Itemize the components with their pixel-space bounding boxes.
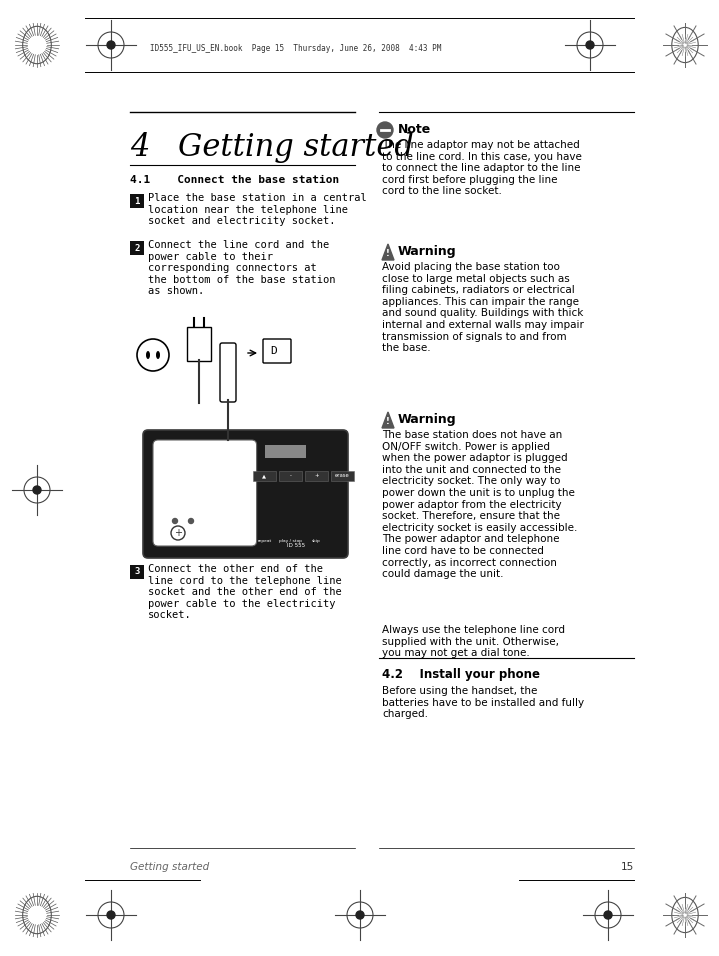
Text: Avoid placing the base station too
close to large metal objects such as
filing c: Avoid placing the base station too close… [382, 262, 584, 353]
Text: Before using the handset, the
batteries have to be installed and fully
charged.: Before using the handset, the batteries … [382, 686, 584, 719]
Text: -: - [289, 473, 291, 478]
FancyBboxPatch shape [331, 470, 354, 481]
Text: Always use the telephone line cord
supplied with the unit. Otherwise,
you may no: Always use the telephone line cord suppl… [382, 625, 565, 658]
Ellipse shape [146, 351, 150, 359]
FancyBboxPatch shape [130, 194, 144, 208]
FancyBboxPatch shape [305, 470, 328, 481]
Text: The base station does not have an
ON/OFF switch. Power is applied
when the power: The base station does not have an ON/OFF… [382, 430, 577, 579]
Text: Getting started: Getting started [130, 862, 209, 872]
FancyBboxPatch shape [130, 565, 144, 579]
FancyBboxPatch shape [143, 430, 348, 558]
Polygon shape [382, 412, 394, 428]
FancyBboxPatch shape [263, 339, 291, 363]
Text: 4: 4 [130, 132, 150, 163]
FancyBboxPatch shape [279, 470, 302, 481]
Text: ID555_IFU_US_EN.book  Page 15  Thursday, June 26, 2008  4:43 PM: ID555_IFU_US_EN.book Page 15 Thursday, J… [150, 44, 441, 53]
Text: +: + [314, 473, 319, 478]
Circle shape [356, 911, 364, 919]
Text: +: + [174, 528, 182, 538]
Text: repeat: repeat [257, 539, 272, 543]
Text: D: D [270, 346, 277, 356]
Text: Note: Note [398, 123, 431, 136]
FancyBboxPatch shape [130, 241, 144, 255]
Text: The line adaptor may not be attached
to the line cord. In this case, you have
to: The line adaptor may not be attached to … [382, 140, 582, 196]
Circle shape [586, 41, 594, 49]
Text: !: ! [386, 417, 390, 425]
Text: skip: skip [312, 539, 321, 543]
Text: ID 555: ID 555 [287, 543, 306, 548]
Text: 15: 15 [620, 862, 634, 872]
Text: 4.2    Install your phone: 4.2 Install your phone [382, 668, 540, 681]
FancyBboxPatch shape [265, 445, 306, 458]
Text: play / stop: play / stop [279, 539, 302, 543]
Circle shape [188, 518, 193, 524]
Text: 4.1    Connect the base station: 4.1 Connect the base station [130, 175, 339, 185]
Text: !: ! [386, 249, 390, 257]
Polygon shape [382, 244, 394, 260]
Text: Getting started: Getting started [178, 132, 414, 163]
Text: Connect the other end of the
line cord to the telephone line
socket and the othe: Connect the other end of the line cord t… [148, 564, 342, 620]
FancyBboxPatch shape [187, 327, 211, 361]
FancyBboxPatch shape [253, 470, 276, 481]
Text: Warning: Warning [398, 413, 457, 426]
Circle shape [107, 911, 115, 919]
Text: ▲: ▲ [262, 473, 266, 478]
Text: Place the base station in a central
location near the telephone line
socket and : Place the base station in a central loca… [148, 193, 367, 227]
Circle shape [33, 486, 41, 494]
Circle shape [173, 518, 178, 524]
Circle shape [377, 122, 393, 138]
FancyBboxPatch shape [153, 440, 257, 546]
Text: Connect the line cord and the
power cable to their
corresponding connectors at
t: Connect the line cord and the power cabl… [148, 240, 336, 296]
Text: 3: 3 [134, 568, 139, 576]
Text: 2: 2 [134, 244, 139, 252]
Text: 1: 1 [134, 197, 139, 206]
Text: erase: erase [335, 473, 349, 478]
Text: Warning: Warning [398, 245, 457, 258]
Circle shape [107, 41, 115, 49]
Circle shape [604, 911, 612, 919]
FancyBboxPatch shape [220, 343, 236, 402]
Ellipse shape [156, 351, 160, 359]
